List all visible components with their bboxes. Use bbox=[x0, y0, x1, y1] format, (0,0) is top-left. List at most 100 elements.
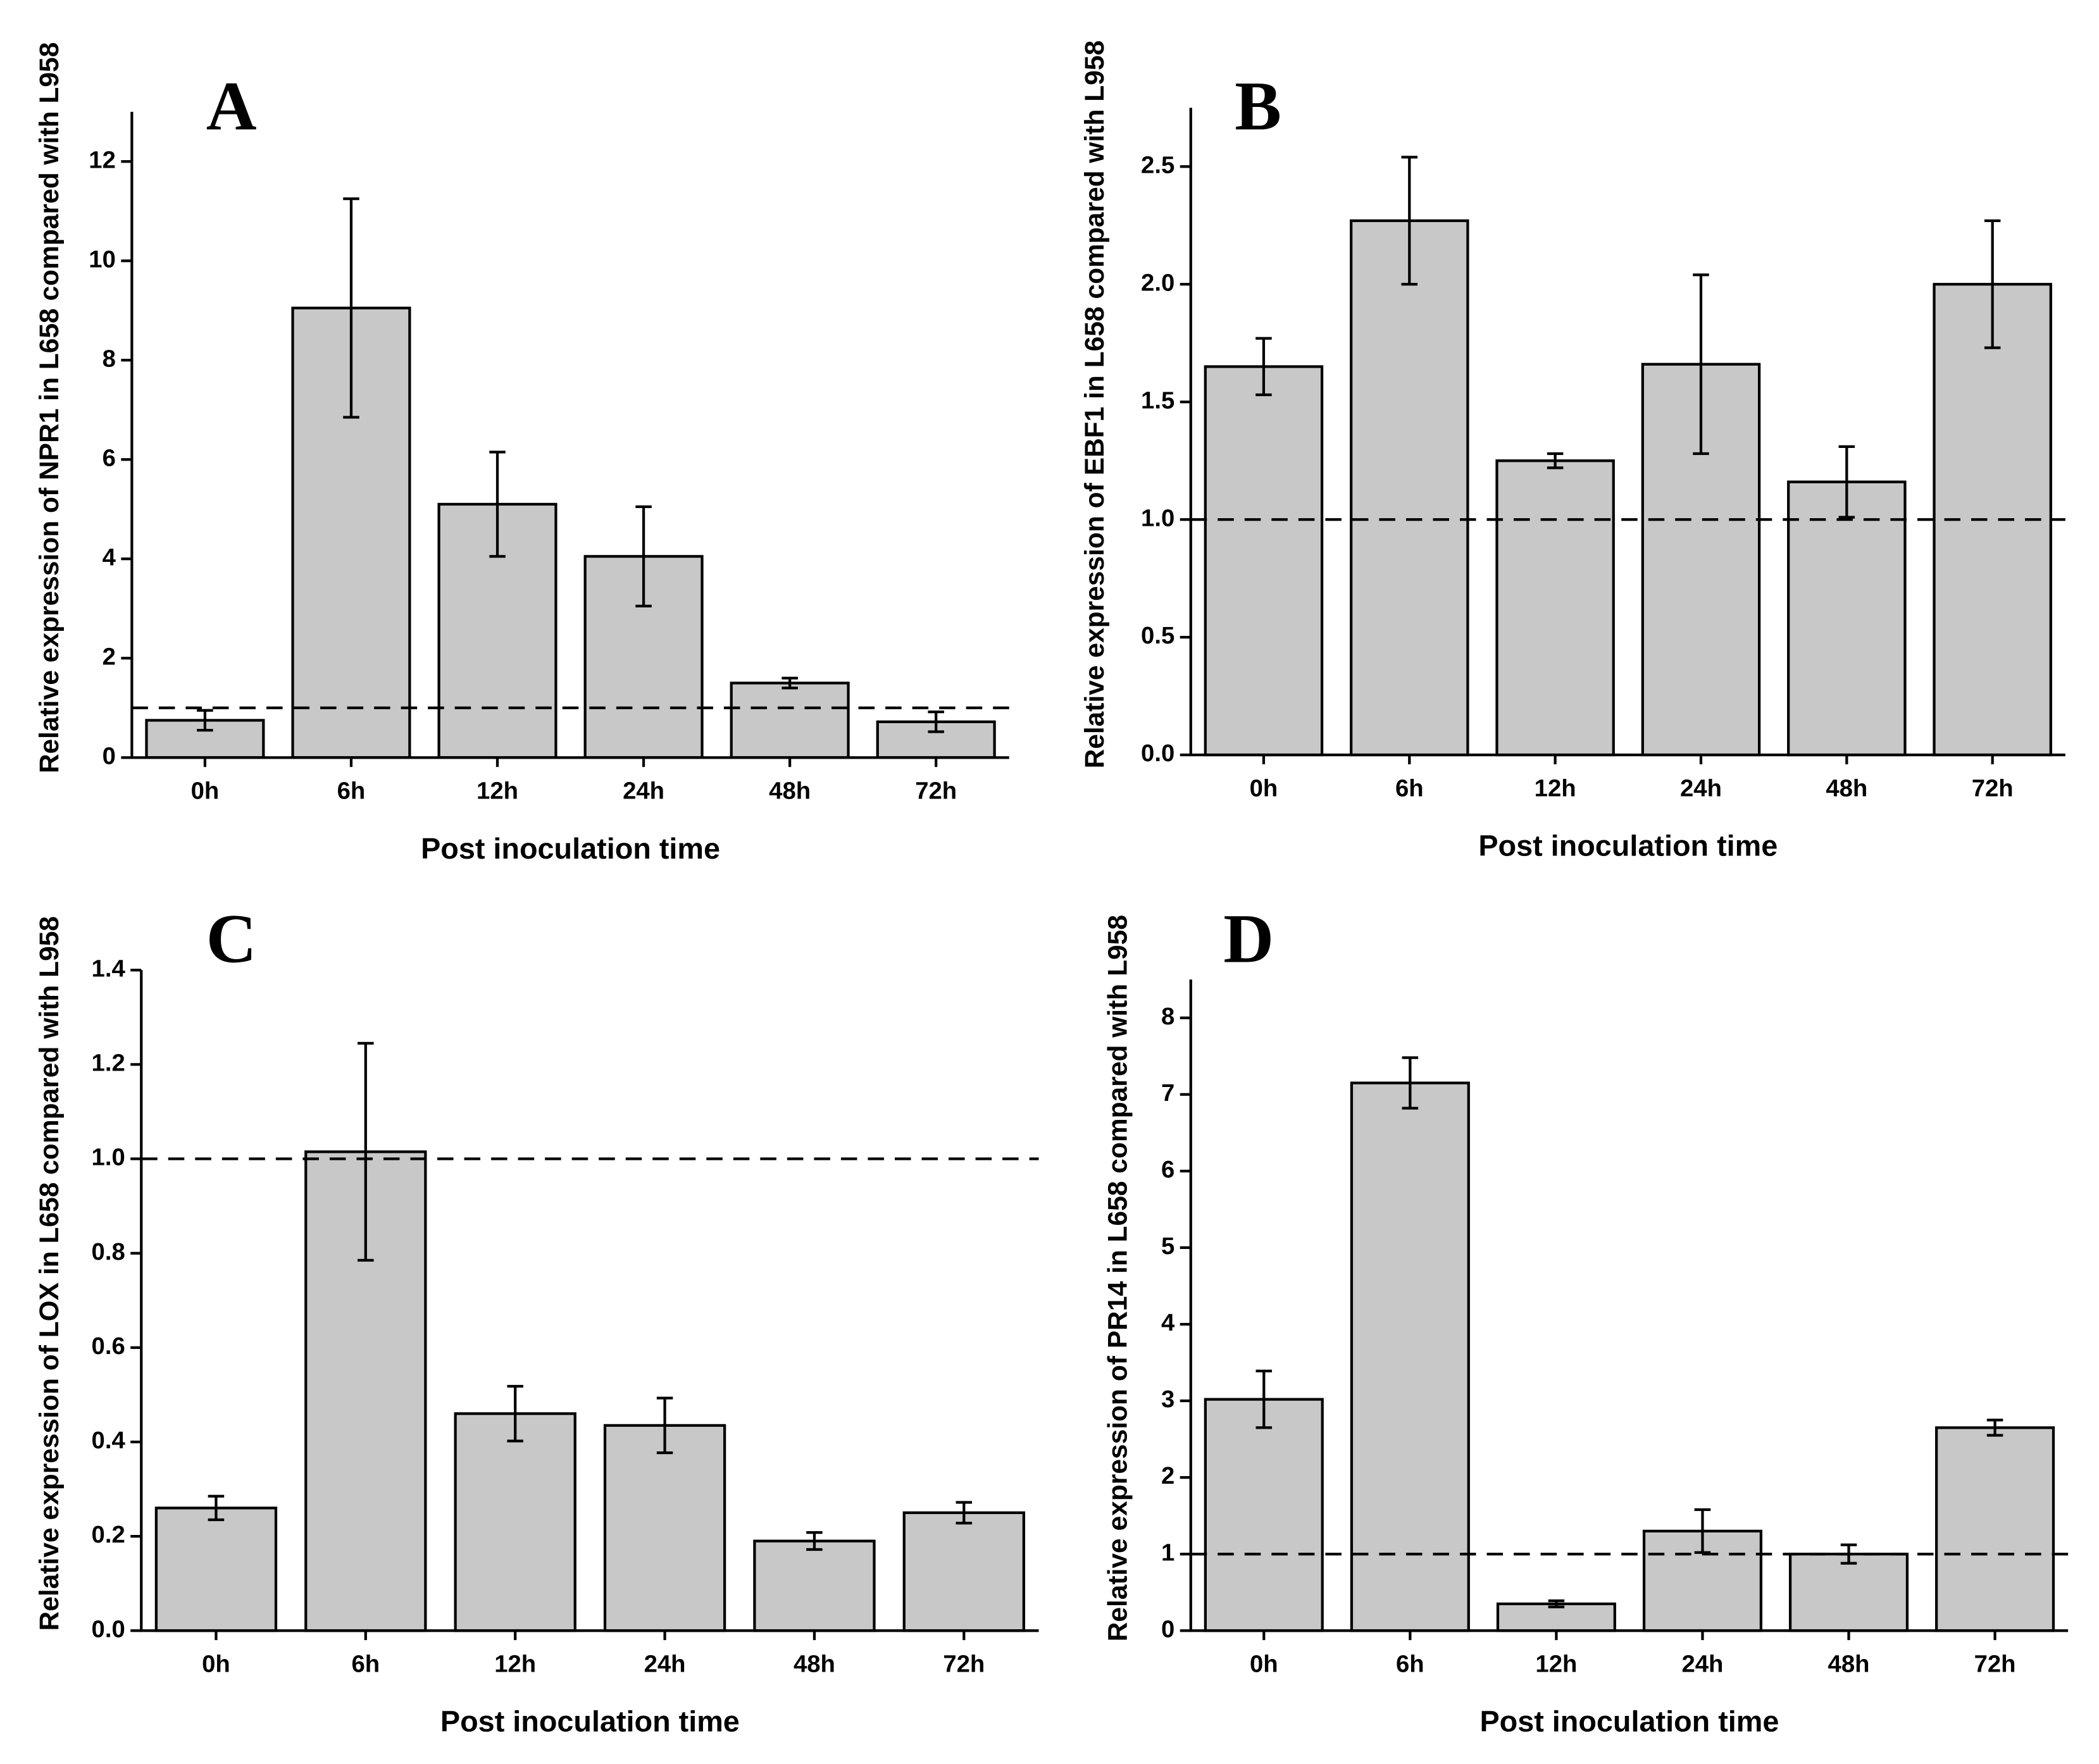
x-tick-label: 48h bbox=[769, 778, 811, 805]
x-tick-label: 72h bbox=[1974, 1651, 2016, 1678]
panel-label: C bbox=[206, 900, 257, 978]
y-tick-label: 0.0 bbox=[1141, 740, 1174, 767]
y-tick-label: 5 bbox=[1161, 1233, 1174, 1260]
x-tick-label: 12h bbox=[1535, 1651, 1577, 1678]
error-bar bbox=[928, 710, 944, 733]
bar bbox=[876, 720, 996, 759]
x-tick-label: 0h bbox=[1250, 1651, 1278, 1678]
bar bbox=[730, 681, 850, 759]
y-tick-label: 2 bbox=[1161, 1462, 1174, 1489]
error-bar bbox=[1255, 337, 1272, 397]
y-tick-label: 10 bbox=[89, 245, 116, 273]
error-bar bbox=[635, 505, 652, 607]
y-tick-label: 3 bbox=[1161, 1386, 1174, 1413]
bar bbox=[454, 1412, 576, 1632]
bar bbox=[902, 1511, 1025, 1632]
bar bbox=[603, 1424, 726, 1632]
y-tick-label: 4 bbox=[1161, 1309, 1175, 1336]
panel-label: A bbox=[206, 66, 257, 144]
y-tick-label: 6 bbox=[1161, 1156, 1174, 1183]
y-tick-label: 0.4 bbox=[92, 1427, 126, 1454]
error-bar bbox=[1401, 156, 1418, 286]
y-tick-label: 1.0 bbox=[1141, 504, 1174, 531]
y-tick-label: 1.2 bbox=[92, 1050, 125, 1077]
error-bar bbox=[1838, 445, 1855, 519]
error-bar bbox=[1255, 1369, 1273, 1429]
x-tick-label: 24h bbox=[1681, 1651, 1723, 1678]
bar bbox=[1935, 1426, 2055, 1632]
bar bbox=[1496, 1602, 1616, 1632]
x-tick-label: 12h bbox=[1535, 774, 1576, 802]
y-tick-label: 0.2 bbox=[92, 1521, 125, 1548]
x-tick-label: 72h bbox=[943, 1651, 985, 1678]
x-tick-label: 0h bbox=[191, 778, 220, 805]
error-bar bbox=[1694, 1508, 1711, 1554]
x-tick-label: 6h bbox=[337, 778, 366, 805]
y-axis-label: Relative expression of EBF1 in L658 comp… bbox=[1080, 40, 1110, 769]
y-tick-label: 0 bbox=[1161, 1615, 1174, 1643]
bar bbox=[1204, 365, 1324, 757]
axes bbox=[130, 111, 1009, 759]
error-bar bbox=[489, 450, 506, 558]
x-axis-label: Post inoculation time bbox=[1479, 1705, 1779, 1738]
bar bbox=[1788, 1553, 1909, 1632]
error-bar bbox=[956, 1501, 973, 1525]
axes bbox=[1189, 979, 2069, 1632]
y-tick-label: 0.6 bbox=[92, 1332, 125, 1360]
x-axis-label: Post inoculation time bbox=[1478, 829, 1778, 862]
y-tick-label: 2.0 bbox=[1141, 269, 1174, 296]
x-axis-label: Post inoculation time bbox=[440, 1705, 740, 1738]
x-tick-label: 6h bbox=[1396, 1651, 1424, 1678]
panel-label: B bbox=[1235, 66, 1281, 144]
y-tick-label: 1.4 bbox=[92, 955, 126, 982]
error-bar bbox=[1693, 273, 1709, 456]
error-bar bbox=[1548, 1599, 1565, 1608]
bar bbox=[1204, 1398, 1324, 1632]
axes bbox=[140, 970, 1039, 1632]
y-tick-label: 1 bbox=[1161, 1539, 1174, 1566]
y-tick-label: 6 bbox=[103, 444, 116, 471]
y-tick-label: 0.0 bbox=[92, 1615, 125, 1643]
y-axis-label: Relative expression of LOX in L658 compa… bbox=[35, 916, 65, 1630]
x-tick-label: 0h bbox=[1250, 774, 1278, 802]
error-bar bbox=[1547, 452, 1564, 469]
x-tick-label: 48h bbox=[1828, 1651, 1870, 1678]
y-tick-label: 1.5 bbox=[1141, 387, 1174, 414]
x-tick-label: 72h bbox=[1972, 774, 2014, 802]
error-bar bbox=[208, 1494, 225, 1522]
y-tick-label: 7 bbox=[1161, 1079, 1174, 1107]
x-tick-label: 6h bbox=[351, 1651, 380, 1678]
x-tick-label: 12h bbox=[494, 1651, 536, 1678]
x-tick-label: 24h bbox=[1680, 774, 1722, 802]
y-tick-label: 8 bbox=[1161, 1003, 1174, 1030]
y-tick-label: 2.5 bbox=[1141, 151, 1174, 178]
x-tick-label: 24h bbox=[644, 1651, 686, 1678]
error-bar bbox=[358, 1041, 374, 1262]
bar bbox=[1350, 219, 1469, 757]
x-tick-label: 12h bbox=[476, 778, 518, 805]
error-bar bbox=[656, 1396, 673, 1455]
error-bar bbox=[197, 709, 213, 732]
y-tick-label: 0.5 bbox=[1141, 622, 1174, 649]
bar bbox=[753, 1539, 876, 1632]
y-tick-label: 12 bbox=[89, 146, 116, 173]
axes bbox=[1189, 108, 2065, 757]
y-tick-label: 0.8 bbox=[92, 1238, 125, 1265]
y-tick-label: 4 bbox=[103, 543, 116, 571]
error-bar bbox=[806, 1531, 823, 1551]
x-tick-label: 6h bbox=[1395, 774, 1424, 802]
x-tick-label: 24h bbox=[623, 778, 664, 805]
y-axis-label: Relative expression of PR14 in L658 comp… bbox=[1103, 915, 1133, 1641]
bar bbox=[1495, 459, 1615, 757]
x-tick-label: 48h bbox=[1826, 774, 1867, 802]
y-tick-label: 2 bbox=[103, 643, 116, 670]
panel-label: D bbox=[1223, 900, 1274, 978]
error-bar bbox=[1986, 1419, 2003, 1437]
error-bar bbox=[1402, 1056, 1419, 1110]
y-axis-label: Relative expression of NPR1 in L658 comp… bbox=[35, 42, 65, 773]
x-tick-label: 48h bbox=[794, 1651, 835, 1678]
y-tick-label: 0 bbox=[103, 742, 116, 769]
x-tick-label: 72h bbox=[915, 778, 957, 805]
x-axis-label: Post inoculation time bbox=[421, 832, 720, 865]
